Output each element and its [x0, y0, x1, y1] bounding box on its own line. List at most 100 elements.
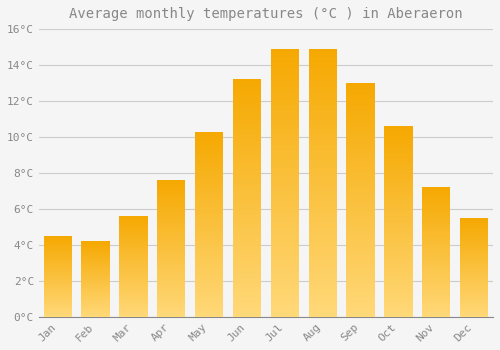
Bar: [82, 300, 110, 301]
Bar: [233, 113, 261, 115]
Bar: [270, 188, 299, 191]
Bar: [157, 276, 186, 277]
Bar: [157, 261, 186, 262]
Bar: [460, 235, 488, 236]
Bar: [384, 138, 412, 140]
Bar: [157, 209, 186, 210]
Bar: [195, 254, 224, 256]
Bar: [308, 263, 337, 266]
Bar: [384, 286, 412, 288]
Bar: [195, 213, 224, 215]
Bar: [157, 231, 186, 232]
Bar: [195, 252, 224, 254]
Bar: [44, 255, 72, 256]
Bar: [195, 182, 224, 183]
Bar: [233, 193, 261, 196]
Bar: [195, 285, 224, 287]
Bar: [346, 188, 375, 190]
Bar: [195, 156, 224, 158]
Bar: [119, 296, 148, 297]
Bar: [119, 313, 148, 314]
Bar: [346, 183, 375, 186]
Bar: [384, 244, 412, 246]
Bar: [308, 156, 337, 159]
Bar: [119, 280, 148, 281]
Bar: [346, 102, 375, 104]
Bar: [195, 180, 224, 182]
Bar: [233, 186, 261, 189]
Bar: [346, 92, 375, 95]
Bar: [195, 228, 224, 230]
Bar: [384, 227, 412, 229]
Bar: [384, 273, 412, 275]
Bar: [233, 84, 261, 86]
Bar: [422, 190, 450, 191]
Bar: [308, 260, 337, 263]
Bar: [44, 313, 72, 314]
Bar: [308, 51, 337, 54]
Bar: [384, 195, 412, 197]
Bar: [233, 179, 261, 182]
Bar: [384, 145, 412, 147]
Bar: [119, 302, 148, 303]
Bar: [195, 248, 224, 250]
Bar: [460, 278, 488, 279]
Bar: [384, 130, 412, 132]
Bar: [308, 100, 337, 103]
Bar: [308, 150, 337, 153]
Bar: [233, 160, 261, 162]
Bar: [422, 301, 450, 302]
Bar: [460, 302, 488, 303]
Bar: [422, 247, 450, 248]
Bar: [422, 268, 450, 269]
Bar: [157, 206, 186, 208]
Bar: [308, 81, 337, 84]
Bar: [460, 220, 488, 221]
Bar: [157, 188, 186, 190]
Bar: [308, 194, 337, 196]
Bar: [270, 298, 299, 301]
Bar: [422, 239, 450, 240]
Bar: [157, 280, 186, 281]
Bar: [384, 185, 412, 187]
Bar: [119, 284, 148, 285]
Bar: [44, 281, 72, 282]
Bar: [119, 306, 148, 307]
Bar: [422, 253, 450, 255]
Bar: [119, 224, 148, 225]
Bar: [460, 250, 488, 251]
Bar: [233, 212, 261, 215]
Bar: [270, 236, 299, 239]
Bar: [308, 84, 337, 86]
Bar: [346, 249, 375, 251]
Bar: [157, 270, 186, 272]
Bar: [346, 296, 375, 298]
Bar: [346, 307, 375, 310]
Bar: [195, 161, 224, 163]
Bar: [233, 305, 261, 307]
Bar: [460, 237, 488, 238]
Bar: [157, 246, 186, 247]
Bar: [308, 196, 337, 199]
Bar: [422, 233, 450, 234]
Bar: [270, 255, 299, 258]
Bar: [119, 271, 148, 272]
Bar: [233, 105, 261, 108]
Bar: [422, 244, 450, 246]
Bar: [119, 287, 148, 288]
Bar: [308, 312, 337, 314]
Bar: [157, 259, 186, 261]
Bar: [308, 301, 337, 303]
Bar: [119, 231, 148, 232]
Bar: [460, 288, 488, 289]
Bar: [195, 139, 224, 141]
Bar: [195, 278, 224, 280]
Bar: [195, 154, 224, 156]
Bar: [119, 241, 148, 242]
Bar: [346, 109, 375, 111]
Bar: [195, 178, 224, 180]
Bar: [308, 229, 337, 231]
Bar: [346, 305, 375, 307]
Bar: [270, 199, 299, 202]
Bar: [195, 233, 224, 235]
